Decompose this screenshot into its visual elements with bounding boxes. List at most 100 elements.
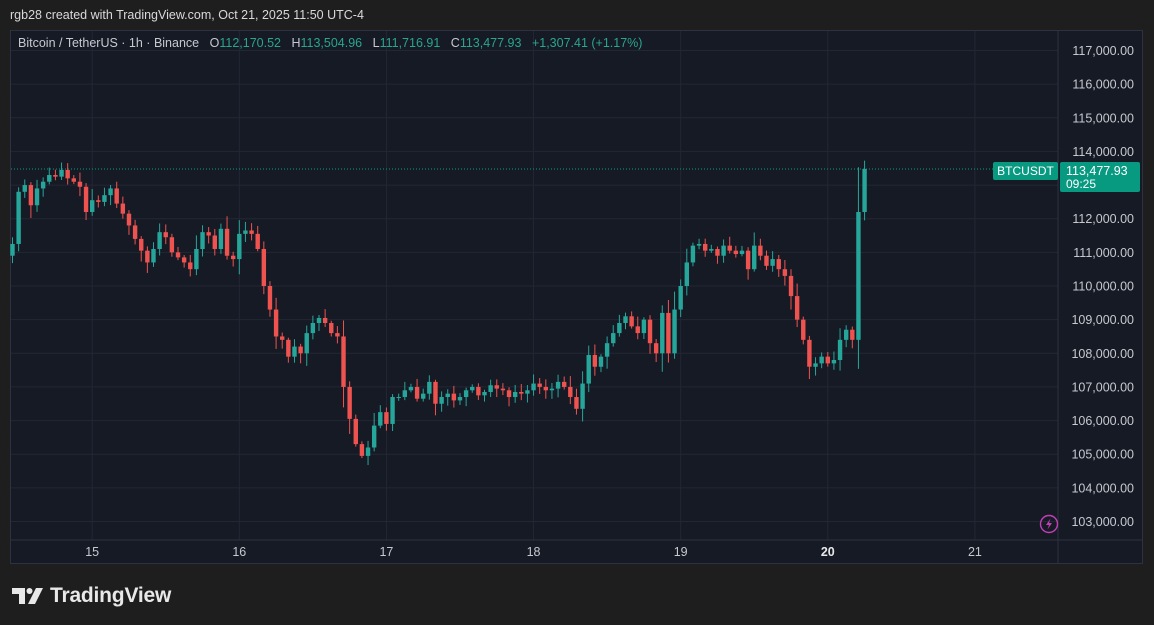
symbol-badge[interactable]: BTCUSDT — [993, 162, 1058, 180]
candle — [715, 246, 720, 264]
candle — [145, 246, 150, 273]
candle — [678, 279, 683, 318]
candle — [151, 242, 156, 267]
candle — [470, 384, 475, 393]
candle — [696, 238, 702, 250]
close-value: 113,477.93 — [459, 36, 522, 50]
candle — [89, 189, 95, 216]
candle — [721, 239, 726, 263]
candle — [770, 251, 775, 272]
candle — [28, 182, 34, 218]
candle — [543, 379, 549, 399]
y-tick-label: 109,000.00 — [1071, 313, 1134, 327]
price-badge-countdown: 09:25 — [1066, 177, 1096, 191]
y-tick-label: 115,000.00 — [1072, 111, 1134, 125]
candle — [672, 291, 677, 359]
candle — [512, 384, 518, 403]
candle — [445, 389, 450, 406]
candle — [267, 281, 273, 317]
candle — [574, 388, 579, 415]
candle — [794, 283, 800, 328]
candle — [206, 227, 211, 244]
candle — [506, 387, 512, 407]
candle — [237, 220, 242, 275]
candle — [519, 384, 524, 401]
candle — [120, 196, 126, 219]
candle — [617, 314, 622, 337]
price-badge-value: 113,477.93 — [1066, 164, 1128, 178]
candle — [494, 379, 499, 398]
candle — [132, 219, 138, 245]
symbol-label: Bitcoin / TetherUS · 1h · Binance — [18, 36, 200, 50]
candle — [396, 393, 401, 401]
candle — [451, 385, 457, 408]
candle — [531, 374, 536, 396]
candle — [843, 325, 849, 348]
candle — [378, 405, 383, 429]
brand-footer[interactable]: TradingView — [12, 584, 171, 608]
candle — [623, 312, 628, 330]
candle — [329, 320, 334, 337]
candle — [218, 223, 224, 254]
high-value: 113,504.96 — [300, 36, 363, 50]
low-value: 111,716.91 — [379, 36, 441, 50]
time-axis[interactable]: 15 16 17 18 19 20 21 — [11, 539, 1142, 559]
candle — [439, 391, 444, 412]
candle — [298, 343, 303, 364]
candle — [65, 163, 70, 185]
candle — [96, 195, 101, 208]
candle — [108, 185, 113, 206]
y-tick-label: 105,000.00 — [1071, 448, 1134, 462]
chart-frame[interactable] — [10, 30, 1143, 564]
candle — [457, 393, 463, 405]
candle — [653, 339, 659, 363]
candle — [758, 238, 763, 261]
brand-name: TradingView — [50, 584, 172, 607]
candle — [782, 259, 788, 286]
ohlc-legend: Bitcoin / TetherUS · 1h · Binance O112,1… — [18, 36, 642, 50]
candle — [500, 383, 506, 396]
price-axis[interactable]: 103,000.00 104,000.00 105,000.00 106,000.00… — [1057, 31, 1134, 563]
candle — [825, 352, 830, 367]
candle — [139, 236, 144, 262]
candle — [776, 254, 781, 277]
candle — [390, 394, 395, 431]
lightning-alert-icon[interactable] — [1039, 514, 1059, 534]
candle — [745, 247, 751, 280]
candle — [592, 344, 598, 376]
candle — [537, 378, 542, 394]
candle — [690, 242, 696, 267]
candle — [347, 381, 352, 434]
candle — [586, 345, 591, 393]
candle — [733, 245, 739, 258]
candle — [47, 167, 52, 185]
candle — [476, 383, 481, 400]
candle — [580, 371, 585, 422]
candle — [212, 228, 217, 256]
candle — [604, 336, 610, 369]
candle — [764, 250, 769, 270]
price-badge[interactable]: 113,477.93 09:25 — [1060, 162, 1140, 192]
candle — [102, 187, 107, 207]
y-tick-label: 103,000.00 — [1071, 515, 1134, 529]
candle — [365, 440, 371, 466]
candle — [292, 339, 297, 363]
candle — [702, 238, 708, 257]
candle — [463, 387, 469, 407]
candle — [402, 381, 408, 401]
candle — [261, 241, 267, 295]
candle — [83, 183, 89, 221]
candle — [304, 325, 309, 366]
candle — [316, 314, 322, 332]
y-tick-label: 110,000.00 — [1072, 280, 1134, 294]
change-value: +1,307.41 (+1.17%) — [531, 36, 643, 50]
candle — [641, 317, 647, 340]
open-label: O — [209, 36, 220, 50]
candle — [433, 379, 438, 416]
candle — [59, 162, 64, 180]
candle — [562, 376, 567, 390]
candle — [22, 179, 27, 198]
candle — [488, 379, 493, 398]
candle — [16, 187, 21, 252]
